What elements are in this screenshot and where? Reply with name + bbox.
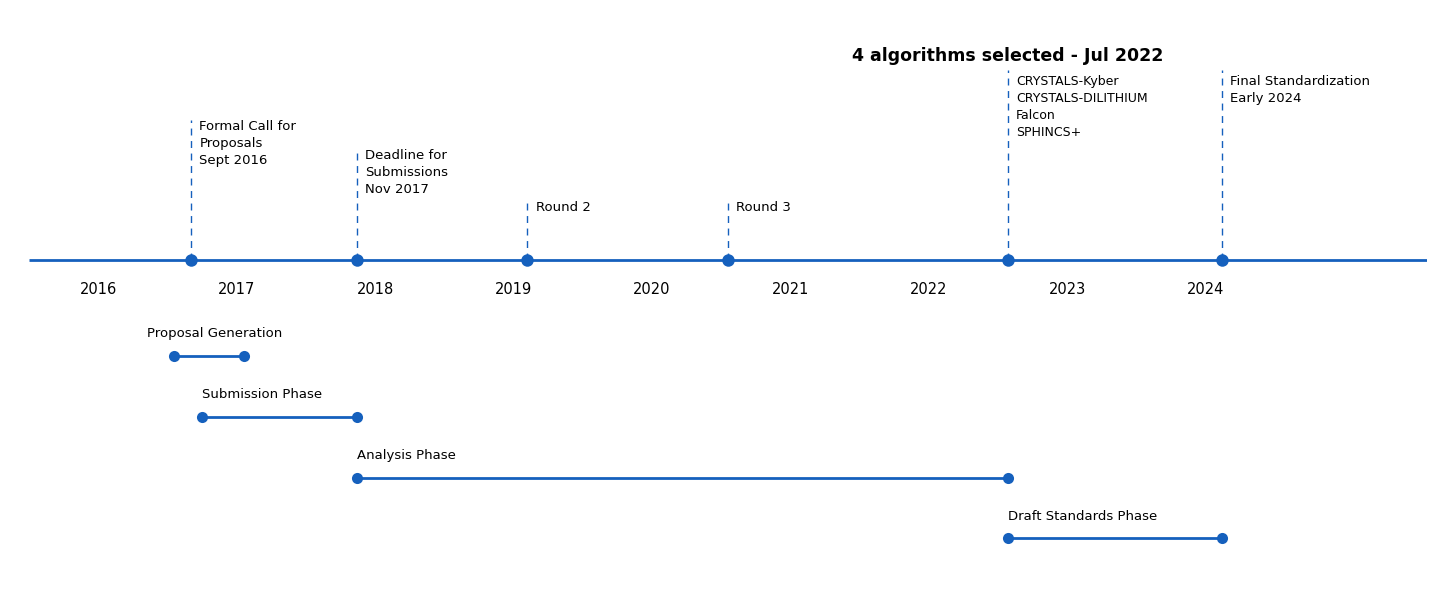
- Text: Draft Standards Phase: Draft Standards Phase: [1008, 510, 1158, 523]
- Text: Deadline for
Submissions
Nov 2017: Deadline for Submissions Nov 2017: [365, 149, 448, 196]
- Text: 2018: 2018: [357, 282, 393, 297]
- Text: 2023: 2023: [1048, 282, 1086, 297]
- Text: CRYSTALS-Kyber
CRYSTALS-DILITHIUM
Falcon
SPHINCS+: CRYSTALS-Kyber CRYSTALS-DILITHIUM Falcon…: [1016, 75, 1147, 139]
- Text: 4 algorithms selected - Jul 2022: 4 algorithms selected - Jul 2022: [852, 47, 1163, 65]
- Text: 2021: 2021: [772, 282, 810, 297]
- Text: Final Standardization
Early 2024: Final Standardization Early 2024: [1230, 75, 1370, 105]
- Text: 2022: 2022: [910, 282, 948, 297]
- Text: 2020: 2020: [633, 282, 671, 297]
- Text: Round 3: Round 3: [737, 201, 791, 214]
- Text: 2019: 2019: [495, 282, 531, 297]
- Text: Round 2: Round 2: [536, 201, 591, 214]
- Text: Analysis Phase: Analysis Phase: [357, 449, 456, 462]
- Text: Formal Call for
Proposals
Sept 2016: Formal Call for Proposals Sept 2016: [199, 120, 296, 167]
- Text: 2016: 2016: [80, 282, 116, 297]
- Text: Proposal Generation: Proposal Generation: [147, 327, 282, 340]
- Text: 2024: 2024: [1187, 282, 1224, 297]
- Text: 2017: 2017: [218, 282, 255, 297]
- Text: Submission Phase: Submission Phase: [202, 388, 322, 401]
